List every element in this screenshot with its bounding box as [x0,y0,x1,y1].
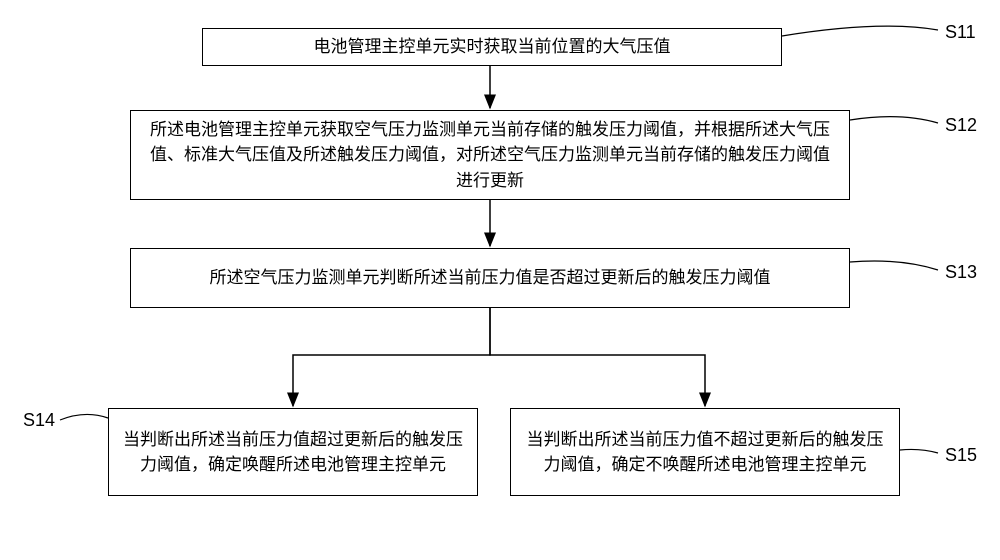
arrow-s13-s14 [293,308,490,406]
leader-s11 [782,26,938,36]
step-s13-text: 所述空气压力监测单元判断所述当前压力值是否超过更新后的触发压力阈值 [210,265,771,291]
label-s13: S13 [945,262,977,283]
leader-s14 [60,414,108,420]
step-s12: 所述电池管理主控单元获取空气压力监测单元当前存储的触发压力阈值，并根据所述大气压… [130,110,850,200]
step-s11: 电池管理主控单元实时获取当前位置的大气压值 [202,28,782,66]
step-s11-text: 电池管理主控单元实时获取当前位置的大气压值 [314,34,671,60]
step-s14-text: 当判断出所述当前压力值超过更新后的触发压力阈值，确定唤醒所述电池管理主控单元 [121,427,465,478]
label-s15: S15 [945,445,977,466]
leader-s12 [850,117,938,123]
step-s12-text: 所述电池管理主控单元获取空气压力监测单元当前存储的触发压力阈值，并根据所述大气压… [143,117,837,194]
arrow-s13-s15 [490,308,705,406]
label-s14: S14 [23,410,55,431]
step-s15-text: 当判断出所述当前压力值不超过更新后的触发压力阈值，确定不唤醒所述电池管理主控单元 [523,427,887,478]
leader-s15 [900,449,938,453]
label-s12: S12 [945,115,977,136]
step-s14: 当判断出所述当前压力值超过更新后的触发压力阈值，确定唤醒所述电池管理主控单元 [108,408,478,496]
leader-s13 [850,261,938,270]
step-s13: 所述空气压力监测单元判断所述当前压力值是否超过更新后的触发压力阈值 [130,248,850,308]
label-s11: S11 [945,22,976,43]
step-s15: 当判断出所述当前压力值不超过更新后的触发压力阈值，确定不唤醒所述电池管理主控单元 [510,408,900,496]
